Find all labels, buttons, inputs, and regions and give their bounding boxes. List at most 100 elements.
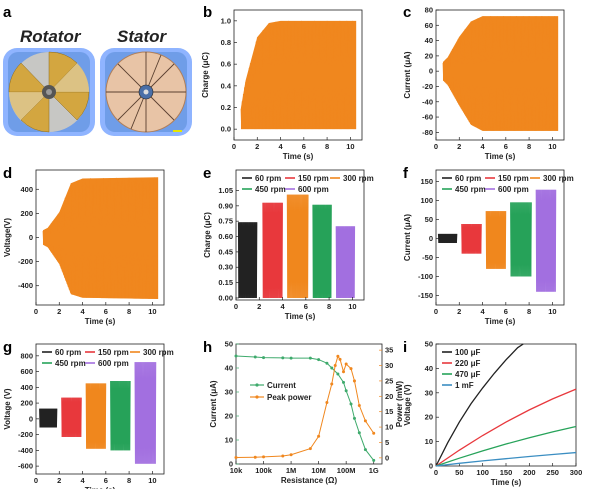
y-tick-label: 40 [425, 36, 433, 45]
panel-label-h: h [203, 339, 212, 356]
x-tick-label: 8 [527, 307, 531, 316]
x-tick-label: 10 [346, 142, 354, 151]
x-tick-label: 0 [434, 307, 438, 316]
x-tick-label: 6 [304, 302, 308, 311]
y-tick-label: 0 [429, 462, 433, 471]
panel-label-a: a [3, 4, 12, 21]
x-tick-label: 6 [504, 142, 508, 151]
panel-e: e [203, 165, 211, 182]
series-Peak-power [235, 355, 375, 459]
y-tick-label: -20 [422, 82, 433, 91]
panel-b: b [203, 4, 212, 21]
series-150-rpm-fill [61, 397, 82, 437]
x-tick-label: 50 [455, 468, 463, 477]
data-point [341, 380, 345, 384]
legend-label: 150 rpm [98, 348, 129, 357]
data-point [234, 354, 238, 358]
data-point [349, 367, 353, 371]
y-tick-label: 20 [225, 412, 233, 421]
y-axis-label: Voltage(V) [3, 218, 12, 257]
legend-label: 450 rpm [255, 185, 286, 194]
y-tick-label: 30 [225, 388, 233, 397]
x-tick-label: 6 [104, 476, 108, 485]
x-axis-label: Time (s) [85, 486, 116, 489]
y-axis-label: Current (μA) [403, 214, 412, 261]
y-tick-label: 0.90 [218, 201, 233, 210]
y-tick-label: -80 [422, 128, 433, 137]
y-tick-label: 0.30 [218, 263, 233, 272]
y-tick-label: 0 [29, 233, 33, 242]
plot-frame [235, 343, 383, 465]
data-point [363, 419, 367, 423]
chart-b: 0 2 4 6 8 10 0.0 0.2 0.4 0.6 0.8 1.0 Time (s) Charge … [201, 9, 363, 161]
y2-tick-label: 25 [385, 376, 393, 385]
data-point [317, 434, 321, 438]
y-tick-label: 0 [29, 414, 33, 423]
panel-label-f: f [403, 165, 409, 182]
x-tick-label: 150 [500, 468, 513, 477]
chart-g: 0 2 4 6 8 10 -600 -400 -200 0 200 400 600 800 Time (s)… [3, 343, 174, 489]
data-point [338, 357, 342, 361]
chart-f: 0 2 4 6 8 10 -150 -100 -50 0 50 100 150 Time (s) Curre… [403, 169, 574, 326]
data-point [352, 379, 356, 383]
x-tick-label: 8 [527, 142, 531, 151]
y-tick-label: 50 [225, 340, 233, 349]
y-tick-label: 800 [20, 351, 33, 360]
y-tick-label: -600 [18, 462, 33, 471]
series-600-rpm-fill [336, 226, 355, 298]
chart-d: 0 2 4 6 8 10 -400 -200 0 200 400 Time (s) Voltage(V) [3, 169, 165, 326]
data-point [308, 356, 312, 360]
y-tick-label: 0 [429, 234, 433, 243]
legend-label: 300 rpm [143, 348, 174, 357]
x-tick-label: 100 [476, 468, 489, 477]
x-tick-label: 2 [255, 142, 259, 151]
legend-label: 300 rpm [343, 174, 374, 183]
data-point [289, 356, 293, 360]
series-300-rpm-fill [86, 383, 106, 449]
x-tick-label: 8 [325, 142, 329, 151]
y-tick-label: 0.2 [221, 103, 231, 112]
y-tick-label: -200 [18, 430, 33, 439]
data-point [336, 372, 340, 376]
data-point [357, 431, 361, 435]
panel-label-i: i [403, 339, 407, 356]
y-tick-label: 400 [20, 383, 33, 392]
panel-i: i [403, 339, 407, 356]
x-axis-label: Time (s) [283, 152, 314, 161]
series-300-rpm-fill [287, 194, 309, 298]
series-60-rpm-fill [438, 233, 457, 244]
panel-c: c [403, 4, 411, 21]
legend-label: 60 rpm [55, 348, 81, 357]
y-tick-label: -400 [18, 446, 33, 455]
y-tick-label: 1.0 [221, 16, 231, 25]
x-tick-label: 2 [457, 142, 461, 151]
data-point [317, 358, 321, 362]
data-point [325, 400, 329, 404]
x-axis-label: Time (s) [485, 317, 516, 326]
panel-a: a Rotator Stator [3, 4, 192, 136]
legend-label: 150 rpm [298, 174, 329, 183]
x-tick-label: 200 [523, 468, 536, 477]
y-tick-label: 0.00 [218, 293, 233, 302]
y-tick-label: 0.45 [218, 247, 233, 256]
y-tick-label: 0.60 [218, 232, 233, 241]
series-line [435, 425, 577, 467]
series-450-rpm-fill [510, 202, 532, 277]
y-tick-label: -150 [418, 291, 433, 300]
y-tick-label: 10 [225, 436, 233, 445]
y-tick-label: 1.05 [218, 186, 233, 195]
data-point [357, 404, 361, 408]
x-tick-label: 4 [80, 307, 85, 316]
y-tick-label: 10 [425, 437, 433, 446]
series-450-rpm-fill [110, 381, 131, 451]
signal-trace [42, 177, 158, 299]
legend-label: 300 rpm [543, 174, 574, 183]
x-tick-label: 250 [546, 468, 559, 477]
rotator-photo [3, 48, 95, 136]
legend-label: 600 rpm [98, 359, 129, 368]
x-tick-label: 0 [434, 468, 438, 477]
stator-photo [100, 48, 192, 136]
data-point [289, 453, 293, 457]
series-150-rpm-fill [262, 202, 283, 298]
y-tick-label: 0 [429, 67, 433, 76]
